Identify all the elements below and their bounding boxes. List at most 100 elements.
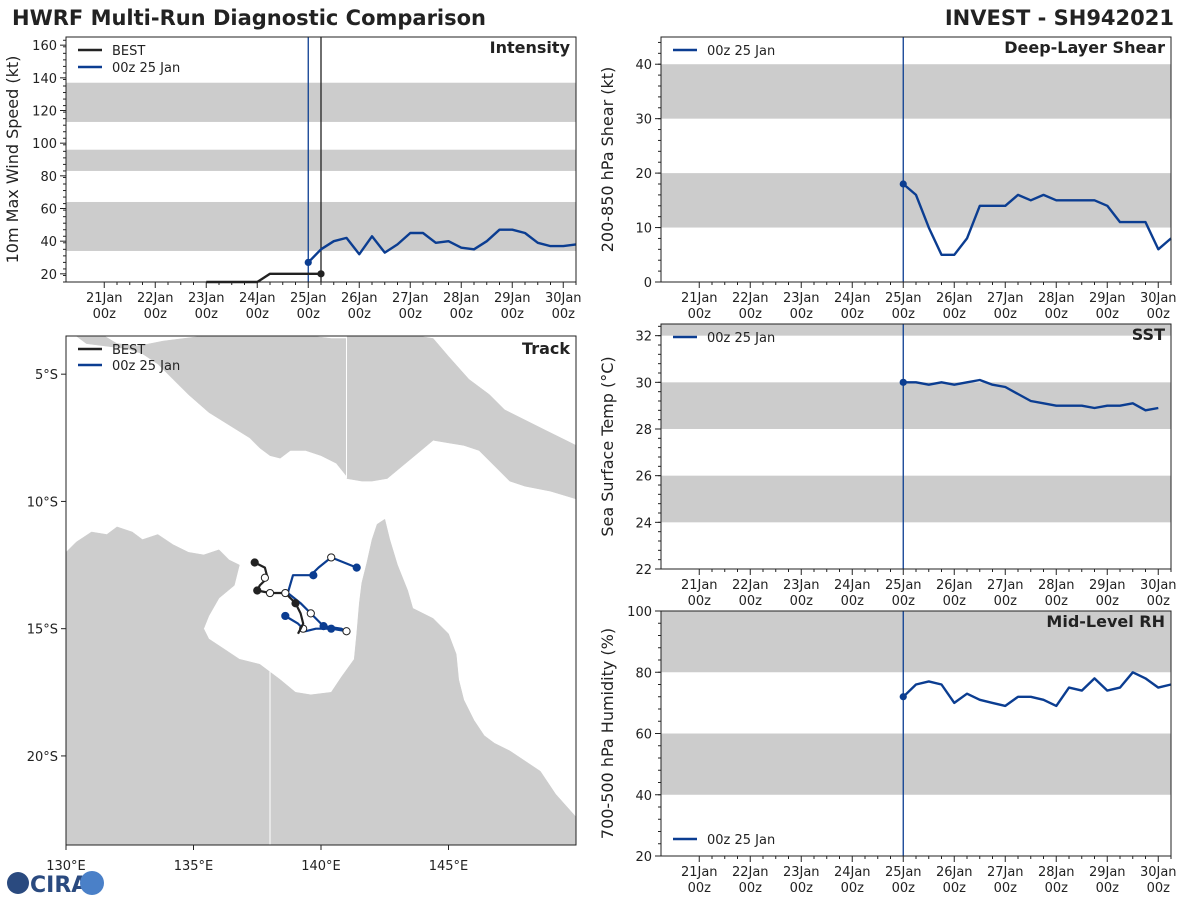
- y-tick-label: 60: [40, 203, 57, 218]
- intensity-panel: 2040608010012014016021Jan00z22Jan00z23Ja…: [3, 36, 582, 322]
- x-tick-label-date: 29Jan: [494, 291, 531, 306]
- best-track-marker: [281, 588, 290, 598]
- legend-label: 00z 25 Jan: [707, 331, 775, 346]
- x-tick-label-date: 23Jan: [783, 578, 820, 593]
- y-tick-label: 20: [635, 850, 652, 865]
- panel-title: Intensity: [490, 38, 571, 57]
- series-line: [206, 272, 321, 284]
- x-tick-label-hour: 00z: [552, 307, 576, 322]
- run-track-marker: [327, 553, 336, 562]
- y-axis-label: 700-500 hPa Humidity (%): [598, 628, 617, 839]
- run-track-marker: [352, 563, 361, 572]
- x-tick-label-hour: 00z: [348, 307, 372, 322]
- x-tick-label-hour: 00z: [841, 881, 865, 896]
- y-tick-label: 30: [635, 113, 652, 128]
- land-layer: [66, 336, 576, 845]
- storm-id: INVEST - SH942021: [945, 6, 1174, 30]
- x-tick-label-hour: 00z: [688, 881, 712, 896]
- lon-tick-label: 130°E: [46, 859, 86, 874]
- cira-logo: CIRA: [7, 871, 104, 898]
- x-tick-label-hour: 00z: [1045, 307, 1069, 322]
- x-tick-label-date: 29Jan: [1089, 578, 1126, 593]
- x-tick-label-hour: 00z: [144, 307, 168, 322]
- x-tick-label-hour: 00z: [943, 881, 967, 896]
- globe-icon: [7, 872, 29, 894]
- y-tick-label: 28: [635, 423, 652, 438]
- run-track-marker: [327, 624, 336, 633]
- series-start-marker: [899, 180, 907, 188]
- y-axis-label: 10m Max Wind Speed (kt): [3, 56, 22, 264]
- x-tick-label-hour: 00z: [994, 594, 1018, 609]
- run-track-marker: [342, 627, 351, 636]
- x-tick-label-date: 23Jan: [188, 291, 225, 306]
- y-tick-label: 100: [627, 605, 652, 620]
- x-tick-label-date: 21Jan: [681, 865, 718, 880]
- y-tick-label: 24: [635, 516, 652, 531]
- series-line: [307, 228, 577, 264]
- best-track-marker: [260, 573, 269, 582]
- x-tick-label-hour: 00z: [892, 307, 916, 322]
- sst-panel: 22242628303221Jan00z22Jan00z23Jan00z24Ja…: [598, 323, 1177, 609]
- series-start-marker: [899, 693, 907, 701]
- series-start-marker: [899, 378, 907, 386]
- x-tick-label-hour: 00z: [688, 307, 712, 322]
- y-tick-label: 60: [635, 728, 652, 743]
- x-tick-label-hour: 00z: [1147, 307, 1171, 322]
- rh-panel: 2040608010021Jan00z22Jan00z23Jan00z24Jan…: [598, 605, 1177, 896]
- x-tick-label-hour: 00z: [688, 594, 712, 609]
- x-tick-label-hour: 00z: [892, 594, 916, 609]
- y-axis-label: Sea Surface Temp (°C): [598, 356, 617, 536]
- y-tick-label: 20: [635, 167, 652, 182]
- x-tick-label-date: 26Jan: [341, 291, 378, 306]
- lat-tick-label: 10°S: [27, 495, 58, 510]
- best-track-marker: [291, 599, 300, 608]
- x-tick-label-date: 24Jan: [834, 865, 871, 880]
- shaded-band: [661, 475, 1171, 523]
- lon-tick-label: 140°E: [301, 859, 341, 874]
- series-end-marker: [317, 270, 325, 278]
- x-tick-label-date: 23Jan: [783, 865, 820, 880]
- lon-tick-label: 145°E: [429, 859, 469, 874]
- shaded-band: [661, 64, 1171, 119]
- y-tick-label: 40: [635, 789, 652, 804]
- best-track-marker: [265, 588, 275, 598]
- land-australia: [66, 518, 576, 845]
- legend-label: 00z 25 Jan: [112, 61, 180, 76]
- x-tick-label-date: 30Jan: [1140, 865, 1177, 880]
- plot-frame: [660, 323, 1172, 570]
- x-tick-label-hour: 00z: [790, 881, 814, 896]
- lat-tick-label: 20°S: [27, 750, 58, 765]
- x-tick-label-date: 25Jan: [885, 865, 922, 880]
- y-tick-label: 20: [40, 268, 57, 283]
- lon-tick-label: 135°E: [174, 859, 214, 874]
- x-tick-label-hour: 00z: [739, 594, 763, 609]
- x-tick-label-date: 26Jan: [936, 291, 973, 306]
- y-tick-label: 120: [32, 105, 57, 120]
- best-track-marker: [250, 558, 259, 567]
- x-tick-label-date: 27Jan: [392, 291, 429, 306]
- shaded-band: [661, 324, 1171, 336]
- y-tick-label: 40: [635, 58, 652, 73]
- panel-title: Track: [522, 339, 570, 358]
- land-new-guinea: [75, 336, 576, 500]
- y-tick-label: 22: [635, 563, 652, 578]
- y-tick-label: 32: [635, 330, 652, 345]
- run-track-marker: [306, 609, 315, 618]
- series-line: [902, 183, 1172, 257]
- x-tick-label-hour: 00z: [739, 881, 763, 896]
- x-tick-label-hour: 00z: [994, 881, 1018, 896]
- x-tick-label-date: 29Jan: [1089, 865, 1126, 880]
- shaded-band: [661, 382, 1171, 429]
- y-tick-label: 80: [40, 170, 57, 185]
- x-tick-label-hour: 00z: [892, 881, 916, 896]
- y-tick-label: 140: [32, 72, 57, 87]
- x-tick-label-hour: 00z: [1096, 881, 1120, 896]
- lat-tick-label: 5°S: [35, 368, 58, 383]
- x-tick-label-date: 30Jan: [1140, 578, 1177, 593]
- satellite-icon: [80, 871, 104, 895]
- x-tick-label-hour: 00z: [399, 307, 423, 322]
- x-tick-label-hour: 00z: [1045, 594, 1069, 609]
- x-tick-label-date: 24Jan: [239, 291, 276, 306]
- logo-text: CIRA: [30, 873, 88, 898]
